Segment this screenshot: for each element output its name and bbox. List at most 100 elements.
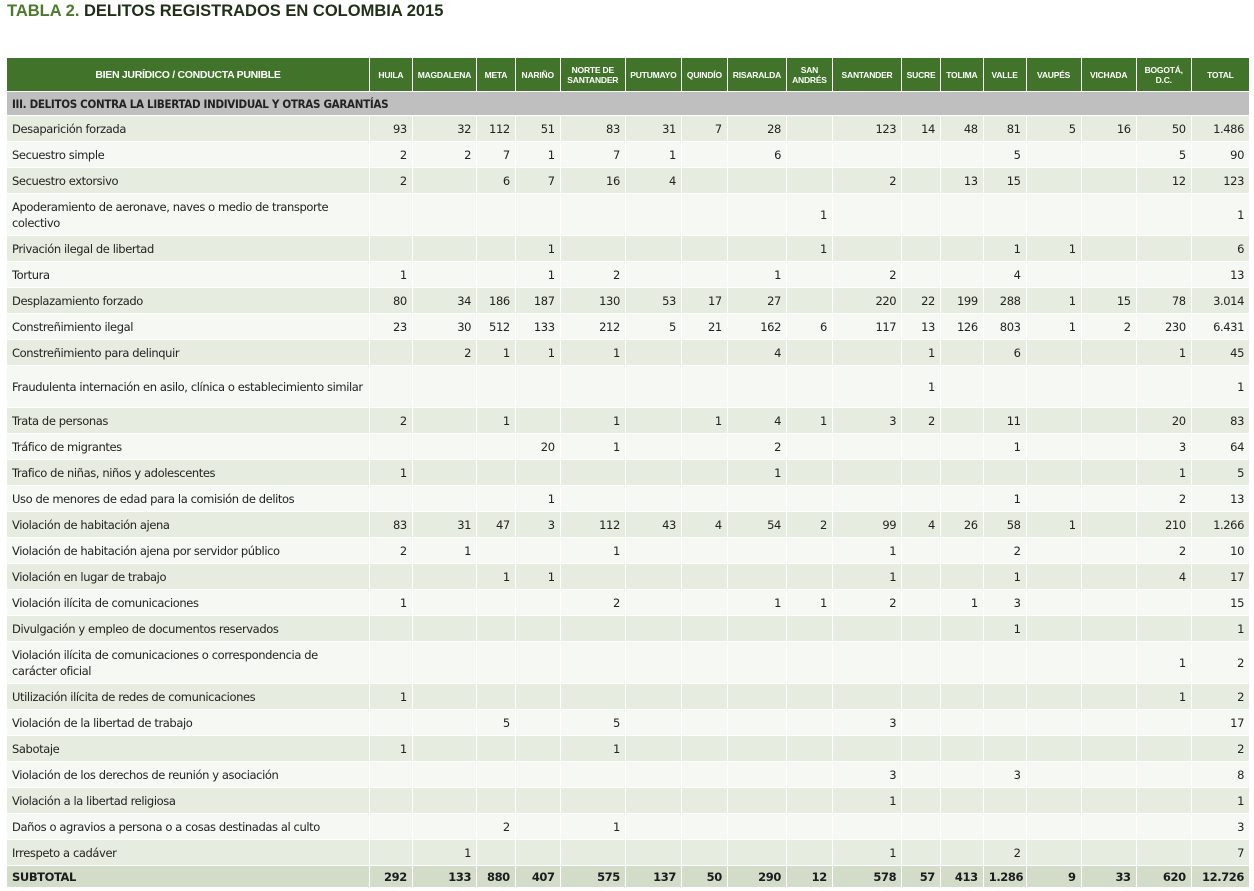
table-cell (514, 641, 561, 684)
table-cell (680, 459, 728, 486)
table-cell: 199 (939, 287, 984, 314)
table-cell: 1 (1135, 339, 1192, 366)
table-cell (1025, 839, 1082, 866)
table-cell: 123 (831, 115, 903, 142)
table-cell: 2 (476, 813, 516, 840)
table-cell: 2 (1080, 313, 1137, 340)
table-cell (1080, 167, 1137, 194)
table-cell: 1 (476, 563, 516, 590)
table-cell: 1 (901, 339, 941, 366)
table-cell (939, 235, 984, 262)
table-cell: 1.266 (1190, 511, 1251, 538)
row-label: Utilización ilícita de redes de comunica… (6, 683, 370, 710)
table-cell: 2 (411, 339, 478, 366)
table-cell (901, 735, 941, 762)
table-cell (982, 813, 1027, 840)
table-cell: 7 (559, 141, 626, 168)
table-cell (982, 641, 1027, 684)
row-label: Uso de menores de edad para la comisión … (6, 485, 370, 512)
column-header: MAGDALENA (411, 57, 478, 92)
table-cell (901, 235, 941, 262)
column-header: BOGOTÁ, D.C. (1135, 57, 1192, 92)
table-cell: 4 (624, 167, 682, 194)
table-cell (785, 813, 833, 840)
table-cell: 14 (901, 115, 941, 142)
table-cell (726, 167, 787, 194)
table-cell: 17 (680, 287, 728, 314)
column-header: NARIÑO (514, 57, 561, 92)
table-cell (939, 339, 984, 366)
table-cell (939, 761, 984, 788)
table-cell (831, 339, 903, 366)
table-cell: 1 (785, 407, 833, 434)
table-cell: 7 (476, 141, 516, 168)
table-cell: 1 (1025, 235, 1082, 262)
table-cell (624, 813, 682, 840)
table-cell (369, 433, 413, 460)
table-row: Violación ilícita de comunicaciones o co… (6, 641, 1251, 684)
table-cell: 99 (831, 511, 903, 538)
table-cell: 1 (411, 839, 478, 866)
table-cell (680, 709, 728, 736)
table-row: Violación de la libertad de trabajo 5 5 3 17 (6, 709, 1251, 736)
subtotal-row: SUBTOTAL 292 133 880 407 575 137 50 290 12 578 57 41… (6, 865, 1251, 888)
column-header-conduct: BIEN JURÍDICO / CONDUCTA PUNIBLE (6, 57, 370, 92)
table-cell: 2 (726, 433, 787, 460)
table-cell: 1 (1025, 511, 1082, 538)
table-cell: 1 (559, 433, 626, 460)
table-cell (831, 813, 903, 840)
table-cell: 2 (831, 167, 903, 194)
table-cell (785, 787, 833, 814)
table-cell (1025, 365, 1082, 408)
table-cell (476, 261, 516, 288)
table-cell (1080, 839, 1137, 866)
table-cell (369, 641, 413, 684)
table-cell (1025, 537, 1082, 564)
table-cell (411, 167, 478, 194)
section-row: III. DELITOS CONTRA LA LIBERTAD INDIVIDU… (6, 91, 1250, 116)
table-cell (411, 235, 478, 262)
table-cell (785, 709, 833, 736)
column-header: META (476, 57, 516, 92)
table-cell: 1 (831, 839, 903, 866)
table-cell (726, 813, 787, 840)
table-cell (982, 709, 1027, 736)
table-cell (939, 563, 984, 590)
table-cell: 1 (982, 615, 1027, 642)
table-cell (624, 761, 682, 788)
table-cell (411, 365, 478, 408)
row-label: Violación de los derechos de reunión y a… (6, 761, 370, 788)
table-cell: 5 (1190, 459, 1251, 486)
table-row: Violación a la libertad religiosa 1 1 (6, 787, 1251, 814)
table-cell (1135, 193, 1192, 236)
table-cell: 4 (726, 339, 787, 366)
table-cell (831, 485, 903, 512)
table-cell: 58 (982, 511, 1027, 538)
table-cell: 1 (726, 589, 787, 616)
table-cell: 2 (369, 537, 413, 564)
table-cell: 31 (411, 511, 478, 538)
table-cell (939, 537, 984, 564)
table-cell: 2 (1135, 537, 1192, 564)
table-cell: 34 (411, 287, 478, 314)
table-cell (1080, 709, 1137, 736)
table-cell: 1.486 (1190, 115, 1251, 142)
table-cell: 5 (1135, 141, 1192, 168)
table-cell (982, 735, 1027, 762)
table-cell (1080, 735, 1137, 762)
table-cell: 2 (559, 589, 626, 616)
table-cell (785, 615, 833, 642)
table-cell (680, 261, 728, 288)
table-cell (1025, 261, 1082, 288)
table-cell (514, 813, 561, 840)
row-label: Secuestro simple (6, 141, 370, 168)
table-cell (939, 839, 984, 866)
row-label: Tráfico de migrantes (6, 433, 370, 460)
table-cell (369, 193, 413, 236)
table-cell (901, 193, 941, 236)
table-cell (726, 563, 787, 590)
table-cell (785, 339, 833, 366)
table-cell: 1 (476, 407, 516, 434)
table-cell: 2 (369, 141, 413, 168)
table-cell (369, 485, 413, 512)
